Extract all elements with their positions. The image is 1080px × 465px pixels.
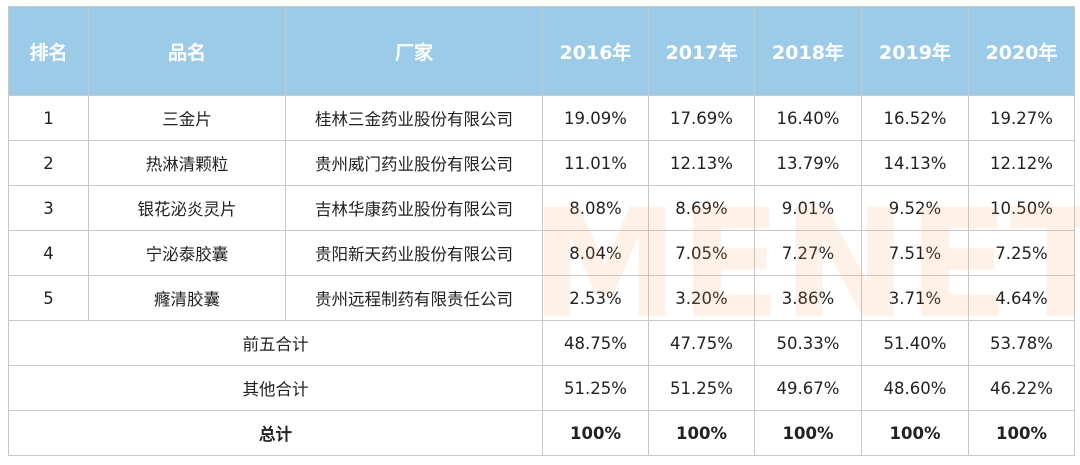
- market-share-table-container: 排名 品名 厂家 2016年 2017年 2018年 2019年 2020年 1 三金片 桂林三金…: [8, 6, 1075, 456]
- share-cell: 12.13%: [648, 140, 755, 186]
- share-cell: 13.79%: [754, 140, 862, 186]
- header-cell-4: 2017年: [648, 6, 755, 96]
- share-cell: 7.51%: [861, 230, 969, 276]
- summary-share-cell: 49.67%: [754, 365, 862, 411]
- header-cell-3: 2016年: [542, 6, 649, 96]
- share-cell: 12.12%: [968, 140, 1075, 186]
- manufacturer-cell: 贵州威门药业股份有限公司: [285, 140, 543, 186]
- header-cell-1: 品名: [88, 6, 286, 96]
- rank-cell: 3: [8, 185, 89, 231]
- share-cell: 16.52%: [861, 95, 969, 141]
- share-cell: 4.64%: [968, 275, 1075, 321]
- product-name-cell: 癃清胶囊: [88, 275, 286, 321]
- share-cell: 14.13%: [861, 140, 969, 186]
- header-cell-5: 2018年: [754, 6, 862, 96]
- product-name-cell: 宁泌泰胶囊: [88, 230, 286, 276]
- summary-share-cell: 47.75%: [648, 320, 755, 366]
- summary-share-cell: 50.33%: [754, 320, 862, 366]
- summary-share-cell: 48.60%: [861, 365, 969, 411]
- summary-label-cell: 其他合计: [8, 365, 543, 411]
- summary-share-cell: 53.78%: [968, 320, 1075, 366]
- share-cell: 7.27%: [754, 230, 862, 276]
- share-cell: 2.53%: [542, 275, 649, 321]
- summary-share-cell: 48.75%: [542, 320, 649, 366]
- header-row: 排名 品名 厂家 2016年 2017年 2018年 2019年 2020年: [8, 6, 1075, 96]
- market-share-table: 排名 品名 厂家 2016年 2017年 2018年 2019年 2020年 1 三金片 桂林三金…: [8, 6, 1075, 456]
- rank-cell: 5: [8, 275, 89, 321]
- summary-row: 前五合计 48.75% 47.75% 50.33% 51.40% 53.78%: [8, 320, 1075, 366]
- table-row: 4 宁泌泰胶囊 贵阳新天药业股份有限公司 8.04% 7.05% 7.27% 7.51% 7.…: [8, 230, 1075, 276]
- summary-share-cell: 100%: [754, 410, 862, 456]
- share-cell: 8.04%: [542, 230, 649, 276]
- summary-share-cell: 46.22%: [968, 365, 1075, 411]
- header-cell-2: 厂家: [285, 6, 543, 96]
- summary-row: 其他合计 51.25% 51.25% 49.67% 48.60% 46.22%: [8, 365, 1075, 411]
- share-cell: 8.08%: [542, 185, 649, 231]
- manufacturer-cell: 贵州远程制药有限责任公司: [285, 275, 543, 321]
- rank-cell: 2: [8, 140, 89, 186]
- share-cell: 17.69%: [648, 95, 755, 141]
- summary-share-cell: 100%: [861, 410, 969, 456]
- header-cell-6: 2019年: [861, 6, 969, 96]
- summary-share-cell: 51.25%: [542, 365, 649, 411]
- summary-share-cell: 51.25%: [648, 365, 755, 411]
- table-body: 1 三金片 桂林三金药业股份有限公司 19.09% 17.69% 16.40% 16.52%…: [8, 95, 1075, 456]
- share-cell: 3.86%: [754, 275, 862, 321]
- share-cell: 7.05%: [648, 230, 755, 276]
- share-cell: 19.09%: [542, 95, 649, 141]
- summary-row: 总计 100% 100% 100% 100% 100%: [8, 410, 1075, 456]
- product-name-cell: 银花泌炎灵片: [88, 185, 286, 231]
- header-cell-7: 2020年: [968, 6, 1075, 96]
- share-cell: 3.71%: [861, 275, 969, 321]
- share-cell: 9.52%: [861, 185, 969, 231]
- rank-cell: 4: [8, 230, 89, 276]
- product-name-cell: 三金片: [88, 95, 286, 141]
- share-cell: 19.27%: [968, 95, 1075, 141]
- product-name-cell: 热淋清颗粒: [88, 140, 286, 186]
- header-cell-0: 排名: [8, 6, 89, 96]
- share-cell: 7.25%: [968, 230, 1075, 276]
- summary-label-cell: 前五合计: [8, 320, 543, 366]
- share-cell: 10.50%: [968, 185, 1075, 231]
- manufacturer-cell: 贵阳新天药业股份有限公司: [285, 230, 543, 276]
- share-cell: 3.20%: [648, 275, 755, 321]
- manufacturer-cell: 桂林三金药业股份有限公司: [285, 95, 543, 141]
- share-cell: 11.01%: [542, 140, 649, 186]
- manufacturer-cell: 吉林华康药业股份有限公司: [285, 185, 543, 231]
- table-row: 2 热淋清颗粒 贵州威门药业股份有限公司 11.01% 12.13% 13.79% 14.1…: [8, 140, 1075, 186]
- table-header: 排名 品名 厂家 2016年 2017年 2018年 2019年 2020年: [8, 6, 1075, 96]
- share-cell: 16.40%: [754, 95, 862, 141]
- summary-share-cell: 100%: [968, 410, 1075, 456]
- table-row: 5 癃清胶囊 贵州远程制药有限责任公司 2.53% 3.20% 3.86% 3.71% 4.6…: [8, 275, 1075, 321]
- share-cell: 9.01%: [754, 185, 862, 231]
- summary-label-cell: 总计: [8, 410, 543, 456]
- table-row: 3 银花泌炎灵片 吉林华康药业股份有限公司 8.08% 8.69% 9.01% 9.52% 1…: [8, 185, 1075, 231]
- table-row: 1 三金片 桂林三金药业股份有限公司 19.09% 17.69% 16.40% 16.52%…: [8, 95, 1075, 141]
- summary-share-cell: 100%: [648, 410, 755, 456]
- summary-share-cell: 100%: [542, 410, 649, 456]
- rank-cell: 1: [8, 95, 89, 141]
- share-cell: 8.69%: [648, 185, 755, 231]
- summary-share-cell: 51.40%: [861, 320, 969, 366]
